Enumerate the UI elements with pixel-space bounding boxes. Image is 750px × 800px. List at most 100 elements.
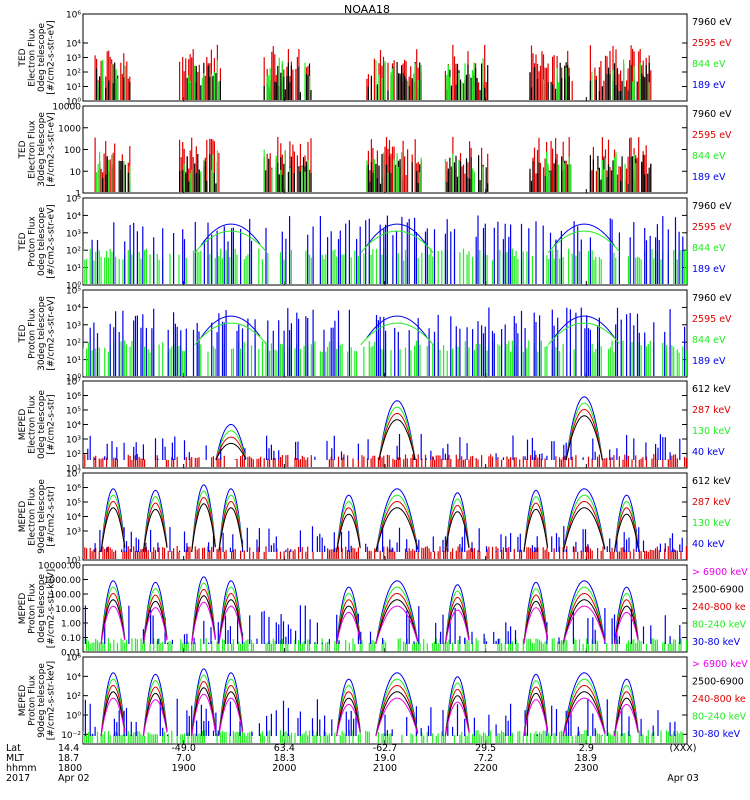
blue-noise [83,605,681,644]
hump-#e00000 [523,594,548,645]
green-spikes [591,59,650,100]
legend-entry: 612 keV [692,476,731,487]
time-lat-value: 2.9 [579,743,594,754]
hump-#22ee22 [336,592,361,645]
hump-#e00000 [614,599,639,645]
hump-#e00000 [336,507,361,553]
hump-#ee00ee [523,699,548,737]
time-lat-value: 29.5 [475,743,496,754]
y-tick-label: 10⁴ [66,421,81,431]
legend-entry: 2595 eV [692,38,732,49]
hump-#e00000 [444,596,470,645]
legend-entry: 240-800 ke [692,602,746,613]
green-spikes [97,59,126,100]
hump-#ee00ee [562,605,606,645]
y-axis-label: MEPEDElectron Flux90deg telescope[#/cm2-… [18,479,57,554]
hump-#0000ee [562,580,606,645]
hump-#000000 [191,595,216,645]
time-row-label: MLT [6,753,24,764]
hump-#e00000 [375,593,419,645]
hump-#ee00ee [100,697,126,737]
hump-#0000ee [375,672,419,737]
hump-#22ee22 [218,678,243,737]
y-tick-label: 1.00 [61,620,81,630]
hump-#000000 [218,507,243,553]
hump-#0000ee [523,673,548,737]
y-axis-label-line: MEPED [18,685,28,717]
legend-entry: 7960 eV [692,109,732,120]
y-tick-label: 10⁵ [66,195,81,205]
hump-#ee00ee [614,703,639,737]
hump-#0000ee [378,400,416,461]
hump-#ee00ee [444,701,470,737]
y-tick-label: 0.10 [61,634,81,644]
legend-entry: 2500-6900 [692,585,744,596]
hump-#e00000 [614,691,639,737]
green-spikes [446,58,484,100]
hump-#e00000 [375,501,419,553]
legend-entry: 2595 eV [692,222,732,233]
green-spikes [96,151,131,192]
hump-#22ee22 [142,496,168,553]
hump-#000000 [142,600,168,645]
hump-#0000ee [444,492,470,553]
time-date-value: Apr 02 [58,773,90,784]
y-axis-label: MEPEDProton Flux0deg telescope[#/cm2-s-s… [18,569,57,648]
y-axis-label-line: [#/cm2-s-str-eV] [47,296,57,371]
hump-#000000 [218,691,243,737]
legend-entry: 844 eV [692,243,726,254]
hump-#22ee22 [565,402,603,461]
hump-#000000 [215,442,247,461]
y-axis-label-line: MEPED [18,593,28,625]
floor-noise [86,638,687,651]
hump-#0000ee [100,580,126,645]
hump-#22ee22 [218,494,243,553]
figure-title: NOAA18 [344,3,390,16]
hump-#e00000 [191,588,216,645]
y-axis-label-line: TED [18,48,28,67]
data-traces [83,396,687,467]
y-axis-label-line: 90deg telescope [37,663,47,738]
y-tick-label: 10¹ [66,83,81,93]
hump-#000000 [191,687,216,737]
hump-#000000 [565,415,603,461]
hump-#22ee22 [523,588,548,645]
legend-entry: 80-240 keV [692,620,747,631]
y-axis-label-line: Electron Flux [28,120,38,179]
green-spikes [263,149,309,192]
legend-entry: 2595 eV [692,130,732,141]
y-axis-label: TEDElectron Flux0deg telescope[#/cm2-s-s… [18,20,57,95]
hump-#e00000 [142,594,168,645]
hump-#e00000 [565,408,603,461]
hump-#000000 [336,605,361,645]
hump-#e00000 [100,592,126,645]
hump-#000000 [336,697,361,737]
hump-#ee00ee [614,611,639,645]
hump-#22ee22 [614,592,639,645]
time-hhmm-value: 2300 [574,763,598,774]
y-tick-label: 10000 [52,103,81,113]
panel-meped-p-90: 10⁻² 10⁰ 10² 10⁴ 10⁶ MEPEDProton Flux90deg te… [18,654,748,745]
hump-#e00000 [218,500,243,553]
y-axis-label: TEDElectron Flux30deg telescope[#/cm2-s-… [18,112,57,187]
hump-#0000ee [444,584,470,645]
green-spikes [188,59,220,100]
arch-#22ee22 [360,230,434,254]
y-axis-label-line: Proton Flux [28,308,38,359]
hump-#ee00ee [142,699,168,737]
y-axis-label-line: [#/cm2-s-str-eV] [47,20,57,95]
panel-ted-p-0: 10⁰ 10¹ 10² 10³ 10⁴ 10⁵ TEDProton Flux0deg tel… [18,195,732,292]
hump-#0000ee [614,586,639,645]
red-spikes [94,50,131,100]
y-tick-label: 1000.00 [44,576,81,586]
y-tick-label: 10⁵ [66,499,81,509]
hump-#ee00ee [191,693,216,737]
legend-entry: 30-80 keV [692,729,741,740]
y-tick-label: 10 [70,168,82,178]
legend-entry: 844 eV [692,151,726,162]
y-tick-label: 10⁴ [66,304,81,314]
legend-entry: > 6900 keV [692,567,748,578]
y-axis-label-line: 90deg telescope [37,479,47,554]
